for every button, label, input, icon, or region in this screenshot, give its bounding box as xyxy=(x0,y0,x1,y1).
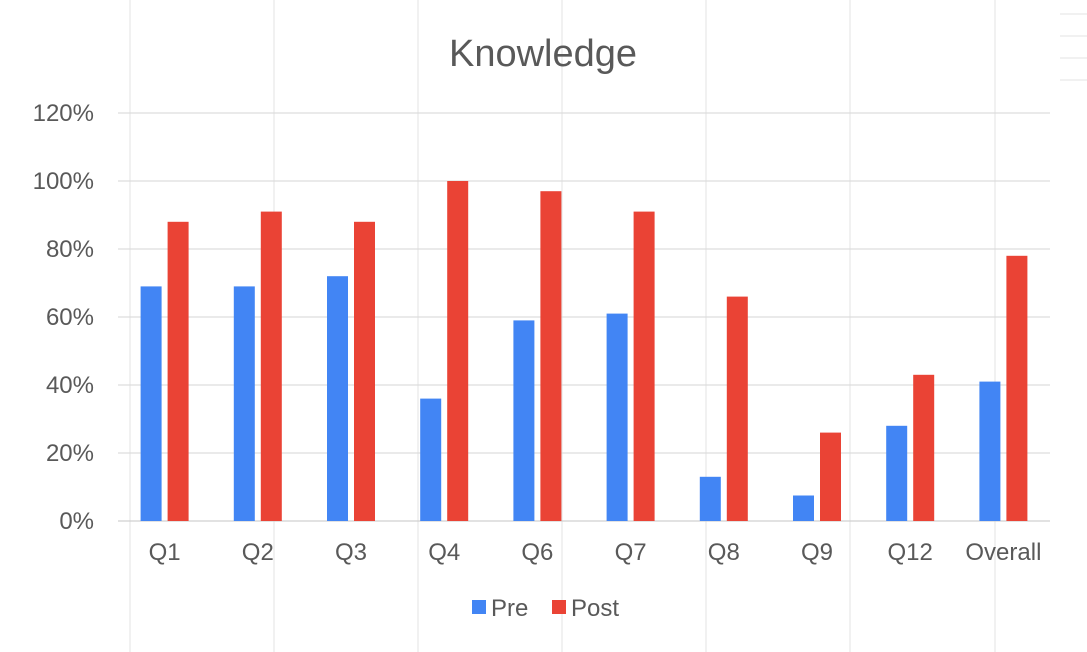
bar-pre-q12[interactable] xyxy=(886,425,908,521)
bars xyxy=(140,181,1028,522)
x-tick-label: Q8 xyxy=(708,539,740,566)
bar-pre-q8[interactable] xyxy=(699,476,721,521)
bar-post-q8[interactable] xyxy=(726,296,748,521)
x-tick-label: Q1 xyxy=(149,539,181,566)
x-tick-label: Overall xyxy=(965,539,1041,566)
bar-pre-overall[interactable] xyxy=(979,381,1001,521)
x-tick-label: Q4 xyxy=(428,539,460,566)
y-axis-tick-labels: 0% 20% 40% 60% 80% 100% 120% xyxy=(33,100,94,535)
y-tick-label: 40% xyxy=(46,372,94,399)
y-tick-label: 80% xyxy=(46,236,94,263)
x-tick-label: Q2 xyxy=(242,539,274,566)
bar-pre-q4[interactable] xyxy=(420,398,442,521)
legend-swatch-post xyxy=(552,600,566,614)
legend[interactable]: Pre Post xyxy=(472,595,619,622)
bar-post-overall[interactable] xyxy=(1006,255,1028,522)
bar-post-q6[interactable] xyxy=(540,191,562,521)
bar-post-q9[interactable] xyxy=(820,432,841,521)
bar-pre-q1[interactable] xyxy=(140,286,162,521)
bar-post-q3[interactable] xyxy=(354,221,375,522)
bar-pre-q2[interactable] xyxy=(233,286,255,521)
sheet-gridlines xyxy=(129,0,1087,652)
chart-gridlines xyxy=(118,112,1050,522)
bar-pre-q7[interactable] xyxy=(606,313,628,521)
chart-title: Knowledge xyxy=(449,33,637,75)
x-tick-label: Q3 xyxy=(335,539,367,566)
x-tick-label: Q12 xyxy=(888,539,933,566)
bar-post-q4[interactable] xyxy=(447,181,469,521)
y-tick-label: 20% xyxy=(46,440,94,467)
y-tick-label: 100% xyxy=(33,168,94,195)
x-tick-label: Q7 xyxy=(615,539,647,566)
bar-post-q12[interactable] xyxy=(913,374,935,521)
bar-post-q2[interactable] xyxy=(260,211,282,521)
legend-label-post: Post xyxy=(571,595,619,622)
legend-label-pre: Pre xyxy=(491,595,528,622)
y-tick-label: 120% xyxy=(33,100,94,127)
y-tick-label: 60% xyxy=(46,304,94,331)
x-tick-label: Q9 xyxy=(801,539,833,566)
x-axis-tick-labels: Q1 Q2 Q3 Q4 Q6 Q7 Q8 Q9 Q12 Overall xyxy=(149,539,1042,566)
bar-pre-q9[interactable] xyxy=(793,495,814,522)
bar-post-q1[interactable] xyxy=(167,221,189,522)
bar-post-q7[interactable] xyxy=(633,211,655,521)
bar-pre-q3[interactable] xyxy=(327,276,348,521)
bar-pre-q6[interactable] xyxy=(513,320,535,521)
y-tick-label: 0% xyxy=(59,508,94,535)
legend-swatch-pre xyxy=(472,600,486,614)
x-tick-label: Q6 xyxy=(521,539,553,566)
